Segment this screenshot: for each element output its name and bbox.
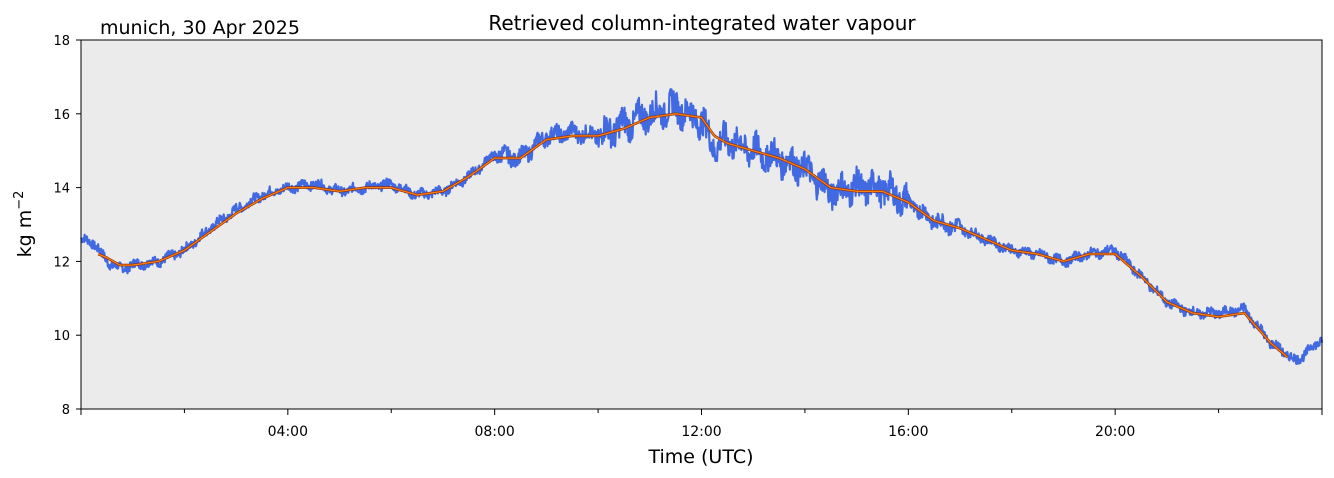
y-axis-title-exponent: −2 (12, 191, 27, 210)
smoothed-series-line (97, 113, 1288, 358)
y-axis-title-base: kg m (14, 210, 36, 258)
x-tick-label: 12:00 (681, 424, 721, 440)
y-tick-label: 12 (53, 255, 70, 270)
smoothed-series (97, 112, 1289, 359)
x-tick-label: 16:00 (888, 424, 928, 440)
y-tick-label: 18 (53, 34, 70, 49)
chart-title: Retrieved column-integrated water vapour (488, 11, 916, 35)
y-tick-label: 14 (53, 182, 70, 197)
x-tick-label: 04:00 (268, 424, 308, 440)
x-tick-label: 20:00 (1095, 424, 1135, 440)
y-axis-title: kg m−2 (12, 191, 36, 258)
x-tick-label: 08:00 (474, 424, 514, 440)
y-axis-ticks: 8 10 12 14 16 18 (53, 34, 81, 418)
plot-area (81, 40, 1322, 409)
x-axis-title: Time (UTC) (647, 446, 753, 468)
x-axis-ticks: 04:00 08:00 12:00 16:00 20:00 (80, 409, 1323, 440)
y-tick-label: 16 (53, 108, 70, 123)
y-tick-label: 10 (53, 329, 70, 344)
chart-subtitle: munich, 30 Apr 2025 (100, 17, 300, 39)
y-tick-label: 8 (62, 403, 70, 418)
